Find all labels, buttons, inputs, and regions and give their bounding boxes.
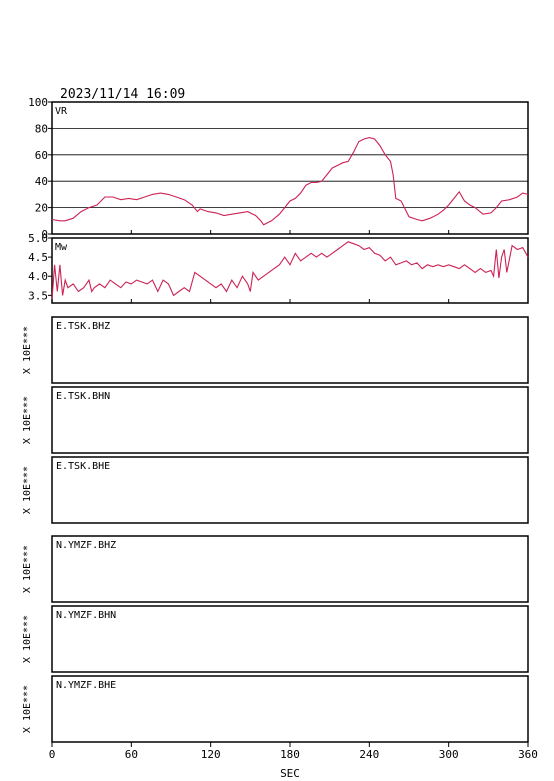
waveform-scale-label: X 10E*** bbox=[22, 466, 33, 514]
vr-label: VR bbox=[55, 106, 68, 117]
mw-ytick-label: 3.5 bbox=[28, 289, 48, 302]
waveform-station-label: E.TSK.BHZ bbox=[56, 321, 110, 332]
waveform-panel-frame bbox=[51, 535, 529, 603]
mw-ytick-label: 4.5 bbox=[28, 251, 48, 264]
vr-ytick-label: 0 bbox=[41, 228, 48, 241]
x-tick-label: 300 bbox=[439, 748, 459, 761]
waveform-station-label: E.TSK.BHN bbox=[56, 391, 110, 402]
waveform-panels: E.TSK.BHZ X 10E*** E.TSK.BHN X 10E*** E.TSK.… bbox=[22, 316, 529, 743]
waveform-scale-label: X 10E*** bbox=[22, 545, 33, 593]
waveform-panel-frame bbox=[51, 456, 529, 524]
x-tick-label: 60 bbox=[125, 748, 138, 761]
waveform-scale-label: X 10E*** bbox=[22, 396, 33, 444]
waveform-station-label: N.YMZF.BHZ bbox=[56, 540, 116, 551]
vr-ytick-label: 20 bbox=[35, 202, 48, 215]
mw-ytick-label: 5.0 bbox=[28, 232, 48, 245]
x-tick-label: 120 bbox=[201, 748, 221, 761]
vr-frame bbox=[51, 101, 529, 235]
waveform-panel-frame bbox=[51, 386, 529, 454]
timestamp-label: 2023/11/14 16:09 bbox=[60, 87, 185, 102]
x-axis-label: SEC bbox=[280, 767, 300, 780]
vr-ytick-label: 40 bbox=[35, 175, 48, 188]
mw-panel: Mw 3.5 4.0 4.5 5.0 bbox=[28, 232, 529, 304]
mw-series-line bbox=[51, 241, 529, 300]
waveform-scale-label: X 10E*** bbox=[22, 685, 33, 733]
waveform-panel-frame bbox=[51, 316, 529, 384]
vr-ytick-label: 60 bbox=[35, 149, 48, 162]
mw-label: Mw bbox=[55, 242, 68, 253]
waveform-station-label: E.TSK.BHE bbox=[56, 461, 110, 472]
mw-ytick-label: 4.0 bbox=[28, 270, 48, 283]
x-tick-label: 180 bbox=[280, 748, 300, 761]
x-tick-label: 0 bbox=[49, 748, 56, 761]
vr-series-line bbox=[51, 137, 529, 226]
waveform-scale-label: X 10E*** bbox=[22, 615, 33, 663]
mw-frame bbox=[51, 237, 529, 304]
waveform-panel-frame bbox=[51, 675, 529, 743]
vr-ytick-label: 100 bbox=[28, 96, 48, 109]
waveform-scale-label: X 10E*** bbox=[22, 326, 33, 374]
x-tick-label: 360 bbox=[518, 748, 538, 761]
waveform-station-label: N.YMZF.BHE bbox=[56, 680, 116, 691]
vr-panel: VR 0 20 40 60 80 100 bbox=[28, 96, 529, 241]
waveform-panel-frame bbox=[51, 605, 529, 673]
waveform-station-label: N.YMZF.BHN bbox=[56, 610, 116, 621]
x-axis: SEC 0 60 120 180 240 300 360 bbox=[49, 742, 538, 780]
vr-ytick-label: 80 bbox=[35, 122, 48, 135]
x-tick-label: 240 bbox=[359, 748, 379, 761]
